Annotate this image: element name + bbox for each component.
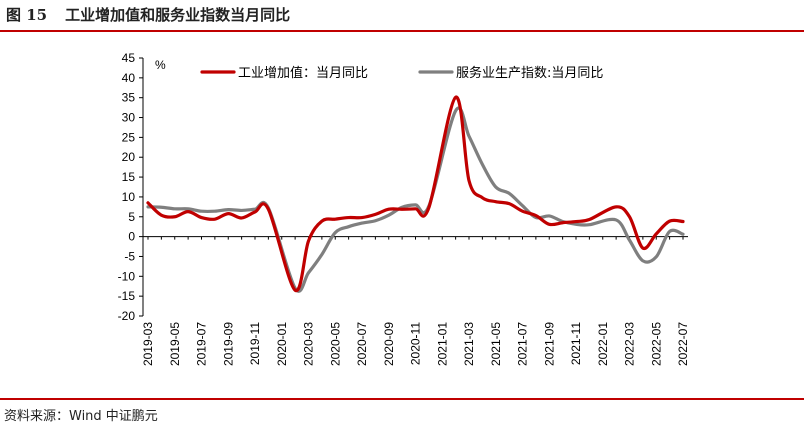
x-tick-label: 2020-11 xyxy=(409,322,423,365)
y-tick-label: 45 xyxy=(122,51,136,65)
x-tick-label: 2020-01 xyxy=(275,322,289,366)
x-tick-label: 2019-07 xyxy=(195,322,209,366)
y-tick-label: 5 xyxy=(128,210,135,224)
x-tick-label: 2022-05 xyxy=(649,322,663,366)
legend-label: 服务业生产指数:当月同比 xyxy=(456,65,603,81)
x-tick-label: 2019-09 xyxy=(221,322,235,366)
x-tick-label: 2020-03 xyxy=(302,322,316,366)
x-tick-label: 2021-09 xyxy=(542,322,556,366)
y-tick-label: 35 xyxy=(122,91,136,105)
y-tick-label: 40 xyxy=(122,71,136,85)
y-unit-label: % xyxy=(155,58,166,72)
x-tick-label: 2021-05 xyxy=(489,322,503,366)
x-tick-label: 2019-05 xyxy=(168,322,182,366)
x-tick-label: 2020-07 xyxy=(355,322,369,366)
y-tick-label: 0 xyxy=(128,230,135,244)
x-tick-label: 2021-11 xyxy=(569,322,583,365)
x-tick-label: 2019-03 xyxy=(141,322,155,366)
series-line-services xyxy=(146,106,685,293)
y-tick-label: -5 xyxy=(124,249,135,263)
x-tick-label: 2022-07 xyxy=(676,322,690,366)
bottom-rule xyxy=(0,398,804,400)
y-tick-label: 15 xyxy=(122,170,136,184)
y-tick-label: -10 xyxy=(118,269,136,283)
source-note: 资料来源：Wind 中证鹏元 xyxy=(4,409,158,424)
figure-header: 图 15 工业增加值和服务业指数当月同比 xyxy=(6,4,290,26)
figure-title: 工业增加值和服务业指数当月同比 xyxy=(65,6,291,24)
y-tick-label: -15 xyxy=(118,289,136,303)
x-tick-label: 2021-01 xyxy=(435,322,449,366)
y-tick-label: 25 xyxy=(122,130,136,144)
legend-label: 工业增加值：当月同比 xyxy=(238,65,368,81)
series-line-industrial xyxy=(146,95,685,292)
x-tick-label: 2019-11 xyxy=(248,322,262,365)
y-tick-label: 20 xyxy=(122,150,136,164)
figure-number: 图 15 xyxy=(6,6,48,24)
x-tick-label: 2021-03 xyxy=(462,322,476,366)
x-tick-label: 2020-09 xyxy=(382,322,396,366)
x-tick-label: 2021-07 xyxy=(516,322,530,366)
y-tick-label: -20 xyxy=(118,309,136,323)
x-tick-label: 2022-01 xyxy=(596,322,610,366)
x-tick-label: 2020-05 xyxy=(328,322,342,366)
line-chart: -20 -15 -10 -5 0 5 10 15 20 25 30 35 40 45 % 2019-03 201… xyxy=(118,51,690,366)
top-rule xyxy=(0,30,804,32)
y-tick-label: 10 xyxy=(122,190,136,204)
y-tick-label: 30 xyxy=(122,111,136,125)
x-tick-label: 2022-03 xyxy=(623,322,637,366)
